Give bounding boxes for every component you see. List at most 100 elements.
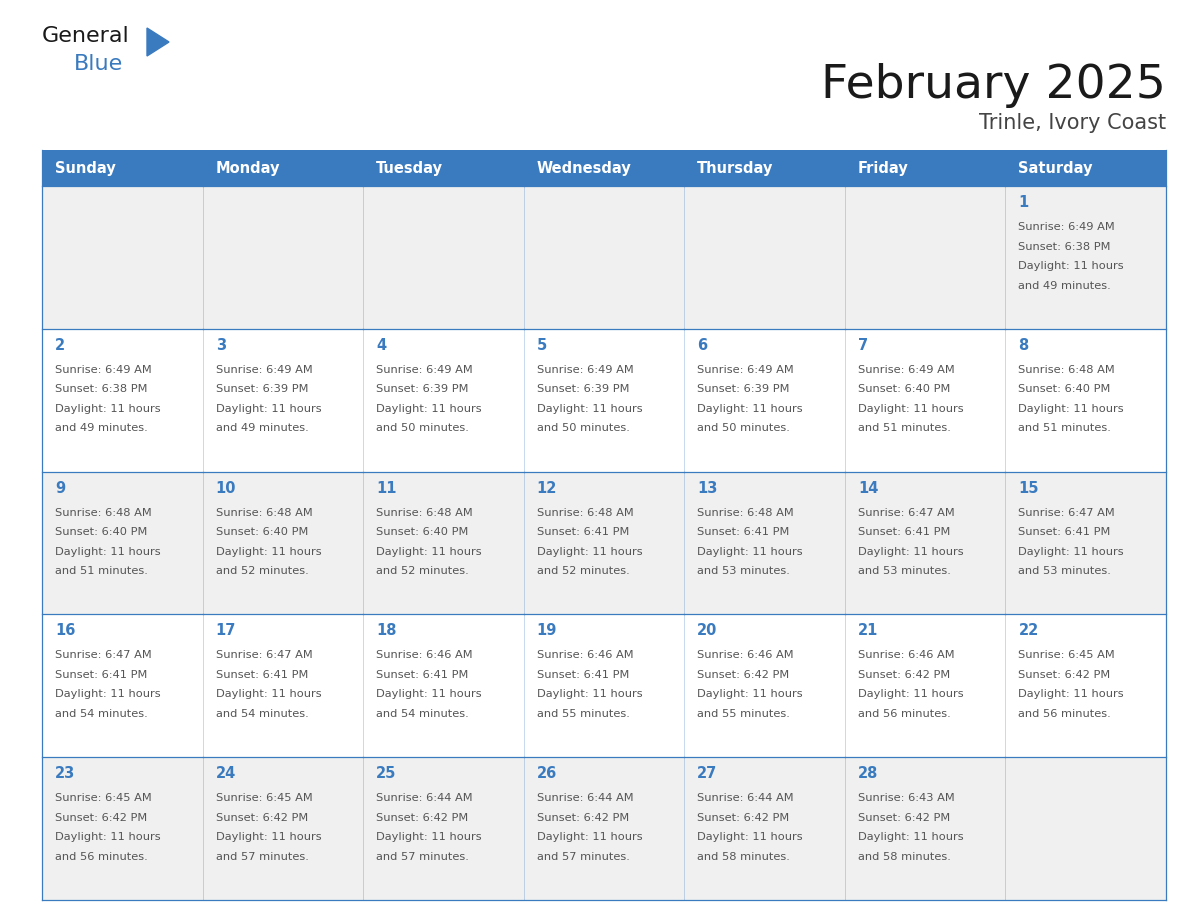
Text: Sunrise: 6:45 AM: Sunrise: 6:45 AM — [55, 793, 152, 803]
Text: and 54 minutes.: and 54 minutes. — [377, 709, 469, 719]
Text: Sunrise: 6:48 AM: Sunrise: 6:48 AM — [697, 508, 794, 518]
Text: Sunset: 6:40 PM: Sunset: 6:40 PM — [1018, 385, 1111, 395]
Text: Sunset: 6:41 PM: Sunset: 6:41 PM — [537, 527, 630, 537]
Text: 19: 19 — [537, 623, 557, 638]
Text: Saturday: Saturday — [1018, 161, 1093, 175]
Text: Sunrise: 6:44 AM: Sunrise: 6:44 AM — [697, 793, 794, 803]
Text: Sunrise: 6:49 AM: Sunrise: 6:49 AM — [377, 364, 473, 375]
Text: Friday: Friday — [858, 161, 909, 175]
Text: Sunset: 6:40 PM: Sunset: 6:40 PM — [215, 527, 308, 537]
Text: Trinle, Ivory Coast: Trinle, Ivory Coast — [979, 113, 1165, 133]
Bar — [524, 614, 684, 757]
Text: Sunrise: 6:48 AM: Sunrise: 6:48 AM — [537, 508, 633, 518]
Text: and 53 minutes.: and 53 minutes. — [858, 566, 950, 577]
Bar — [524, 757, 684, 900]
Bar — [42, 472, 203, 614]
Text: Daylight: 11 hours: Daylight: 11 hours — [377, 689, 482, 700]
Text: Sunset: 6:40 PM: Sunset: 6:40 PM — [55, 527, 147, 537]
Text: Daylight: 11 hours: Daylight: 11 hours — [55, 546, 160, 556]
Text: Sunrise: 6:44 AM: Sunrise: 6:44 AM — [377, 793, 473, 803]
Bar — [364, 614, 524, 757]
Bar — [42, 329, 203, 472]
Bar — [42, 186, 203, 329]
Bar — [203, 186, 364, 329]
Text: and 52 minutes.: and 52 minutes. — [537, 566, 630, 577]
Text: Sunrise: 6:46 AM: Sunrise: 6:46 AM — [858, 650, 954, 660]
Text: 16: 16 — [55, 623, 75, 638]
Bar — [1005, 186, 1165, 329]
Text: Daylight: 11 hours: Daylight: 11 hours — [1018, 261, 1124, 271]
Text: Sunrise: 6:48 AM: Sunrise: 6:48 AM — [1018, 364, 1116, 375]
Text: Sunset: 6:39 PM: Sunset: 6:39 PM — [537, 385, 630, 395]
Text: 27: 27 — [697, 767, 718, 781]
Bar — [845, 757, 1005, 900]
Text: and 58 minutes.: and 58 minutes. — [858, 852, 950, 862]
Text: Sunset: 6:41 PM: Sunset: 6:41 PM — [697, 527, 790, 537]
Text: General: General — [42, 26, 129, 46]
Text: and 55 minutes.: and 55 minutes. — [537, 709, 630, 719]
Text: Sunrise: 6:49 AM: Sunrise: 6:49 AM — [1018, 222, 1116, 232]
Bar — [684, 472, 845, 614]
Text: Daylight: 11 hours: Daylight: 11 hours — [215, 546, 321, 556]
Text: Sunset: 6:39 PM: Sunset: 6:39 PM — [215, 385, 308, 395]
Bar — [1005, 614, 1165, 757]
Text: Sunset: 6:41 PM: Sunset: 6:41 PM — [377, 670, 468, 680]
Text: Daylight: 11 hours: Daylight: 11 hours — [858, 546, 963, 556]
Text: Sunset: 6:42 PM: Sunset: 6:42 PM — [55, 812, 147, 823]
Text: Sunset: 6:42 PM: Sunset: 6:42 PM — [1018, 670, 1111, 680]
Bar — [42, 614, 203, 757]
Bar — [845, 614, 1005, 757]
Text: Sunset: 6:41 PM: Sunset: 6:41 PM — [537, 670, 630, 680]
Text: and 54 minutes.: and 54 minutes. — [55, 709, 147, 719]
Text: Sunset: 6:42 PM: Sunset: 6:42 PM — [858, 670, 950, 680]
Text: Sunrise: 6:45 AM: Sunrise: 6:45 AM — [1018, 650, 1116, 660]
Text: Daylight: 11 hours: Daylight: 11 hours — [697, 404, 803, 414]
Text: Daylight: 11 hours: Daylight: 11 hours — [1018, 404, 1124, 414]
Text: Sunset: 6:42 PM: Sunset: 6:42 PM — [537, 812, 628, 823]
Text: Sunrise: 6:45 AM: Sunrise: 6:45 AM — [215, 793, 312, 803]
Text: 4: 4 — [377, 338, 386, 353]
Text: 22: 22 — [1018, 623, 1038, 638]
Bar — [42, 757, 203, 900]
Bar — [524, 186, 684, 329]
Bar — [364, 329, 524, 472]
Bar — [364, 472, 524, 614]
Text: Daylight: 11 hours: Daylight: 11 hours — [697, 546, 803, 556]
Text: 7: 7 — [858, 338, 868, 353]
Text: 11: 11 — [377, 481, 397, 496]
Text: Sunset: 6:38 PM: Sunset: 6:38 PM — [1018, 241, 1111, 252]
Bar — [845, 472, 1005, 614]
Text: 12: 12 — [537, 481, 557, 496]
Polygon shape — [147, 28, 169, 56]
Text: Sunrise: 6:47 AM: Sunrise: 6:47 AM — [1018, 508, 1116, 518]
Text: and 57 minutes.: and 57 minutes. — [537, 852, 630, 862]
Text: and 49 minutes.: and 49 minutes. — [55, 423, 147, 433]
Bar — [845, 329, 1005, 472]
Text: 17: 17 — [215, 623, 236, 638]
Text: and 55 minutes.: and 55 minutes. — [697, 709, 790, 719]
Text: 8: 8 — [1018, 338, 1029, 353]
Text: 3: 3 — [215, 338, 226, 353]
Text: Sunrise: 6:47 AM: Sunrise: 6:47 AM — [215, 650, 312, 660]
Text: Sunset: 6:41 PM: Sunset: 6:41 PM — [55, 670, 147, 680]
Text: Daylight: 11 hours: Daylight: 11 hours — [537, 404, 643, 414]
Text: Sunrise: 6:48 AM: Sunrise: 6:48 AM — [215, 508, 312, 518]
Bar — [1005, 472, 1165, 614]
Text: 25: 25 — [377, 767, 397, 781]
Text: and 50 minutes.: and 50 minutes. — [377, 423, 469, 433]
Text: 24: 24 — [215, 767, 236, 781]
Bar — [524, 472, 684, 614]
Text: 9: 9 — [55, 481, 65, 496]
Text: 6: 6 — [697, 338, 707, 353]
Text: Sunset: 6:40 PM: Sunset: 6:40 PM — [377, 527, 468, 537]
Text: Daylight: 11 hours: Daylight: 11 hours — [377, 546, 482, 556]
Text: Daylight: 11 hours: Daylight: 11 hours — [1018, 689, 1124, 700]
Text: 18: 18 — [377, 623, 397, 638]
Text: Sunrise: 6:47 AM: Sunrise: 6:47 AM — [55, 650, 152, 660]
Bar — [42, 150, 1165, 186]
Text: Daylight: 11 hours: Daylight: 11 hours — [377, 404, 482, 414]
Text: Sunset: 6:42 PM: Sunset: 6:42 PM — [697, 812, 790, 823]
Text: 28: 28 — [858, 767, 878, 781]
Text: Daylight: 11 hours: Daylight: 11 hours — [1018, 546, 1124, 556]
Text: Daylight: 11 hours: Daylight: 11 hours — [377, 833, 482, 842]
